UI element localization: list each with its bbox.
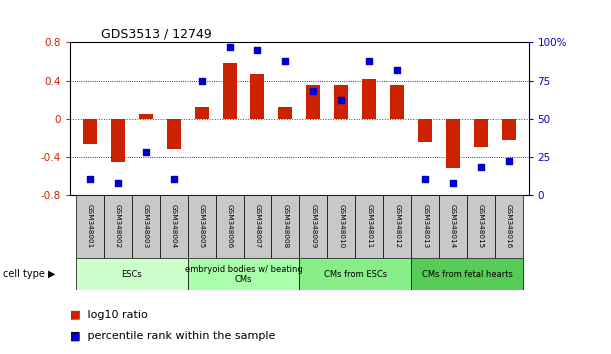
Point: [448, 180, 458, 185]
Point: [476, 165, 486, 170]
Text: GSM348004: GSM348004: [170, 205, 177, 249]
Bar: [188, 195, 216, 258]
Bar: [383, 195, 411, 258]
Bar: [104, 195, 132, 258]
Point: [85, 177, 95, 182]
Bar: [306, 85, 320, 119]
Text: ■: ■: [70, 331, 81, 341]
Point: [392, 67, 402, 73]
Bar: [439, 195, 467, 258]
Bar: [495, 195, 523, 258]
Text: ■: ■: [70, 310, 81, 320]
Text: GSM348016: GSM348016: [506, 205, 512, 249]
Bar: [222, 63, 236, 119]
Bar: [139, 114, 153, 119]
Text: GSM348014: GSM348014: [450, 205, 456, 249]
Point: [113, 180, 123, 185]
Bar: [390, 85, 404, 119]
Bar: [355, 195, 383, 258]
Text: ESCs: ESCs: [122, 270, 142, 279]
Text: CMs from fetal hearts: CMs from fetal hearts: [422, 270, 513, 279]
Text: embryoid bodies w/ beating
CMs: embryoid bodies w/ beating CMs: [185, 265, 302, 284]
Bar: [76, 195, 104, 258]
Text: GSM348007: GSM348007: [254, 205, 260, 249]
Text: GSM348002: GSM348002: [115, 205, 121, 249]
Bar: [279, 107, 293, 119]
Bar: [502, 119, 516, 139]
Bar: [83, 119, 97, 144]
Text: GSM348005: GSM348005: [199, 205, 205, 249]
Text: GSM348001: GSM348001: [87, 205, 93, 249]
Point: [337, 97, 346, 103]
Bar: [111, 119, 125, 162]
Bar: [216, 195, 244, 258]
Text: ■  log10 ratio: ■ log10 ratio: [70, 310, 148, 320]
Bar: [271, 195, 299, 258]
Bar: [327, 195, 355, 258]
Text: GSM348008: GSM348008: [282, 205, 288, 249]
Text: GDS3513 / 12749: GDS3513 / 12749: [101, 28, 211, 41]
Bar: [251, 74, 265, 119]
Bar: [299, 258, 411, 290]
Text: GSM348009: GSM348009: [310, 205, 316, 249]
Bar: [418, 119, 432, 142]
Text: cell type ▶: cell type ▶: [3, 269, 56, 279]
Text: GSM348006: GSM348006: [227, 205, 233, 249]
Point: [280, 58, 290, 64]
Text: GSM348010: GSM348010: [338, 205, 345, 249]
Text: GSM348003: GSM348003: [143, 205, 148, 249]
Point: [141, 149, 150, 155]
Bar: [76, 258, 188, 290]
Bar: [467, 195, 495, 258]
Bar: [188, 258, 299, 290]
Text: GSM348015: GSM348015: [478, 205, 484, 249]
Bar: [474, 119, 488, 147]
Bar: [195, 107, 208, 119]
Point: [225, 44, 235, 50]
Point: [252, 47, 262, 53]
Point: [197, 78, 207, 84]
Bar: [411, 258, 523, 290]
Point: [420, 177, 430, 182]
Bar: [167, 119, 181, 149]
Text: GSM348011: GSM348011: [366, 205, 372, 249]
Bar: [362, 79, 376, 119]
Bar: [299, 195, 327, 258]
Text: ■  percentile rank within the sample: ■ percentile rank within the sample: [70, 331, 276, 341]
Point: [364, 58, 374, 64]
Text: CMs from ESCs: CMs from ESCs: [324, 270, 387, 279]
Bar: [411, 195, 439, 258]
Text: GSM348012: GSM348012: [394, 205, 400, 249]
Bar: [334, 85, 348, 119]
Point: [169, 177, 178, 182]
Bar: [446, 119, 460, 168]
Bar: [159, 195, 188, 258]
Text: GSM348013: GSM348013: [422, 205, 428, 249]
Point: [309, 88, 318, 94]
Bar: [244, 195, 271, 258]
Point: [504, 158, 514, 164]
Bar: [132, 195, 159, 258]
